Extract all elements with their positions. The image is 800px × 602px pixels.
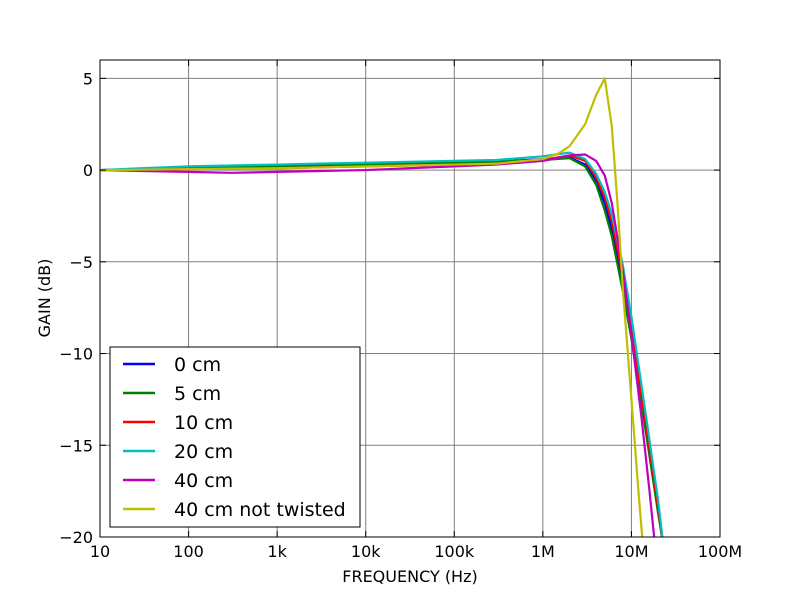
x-tick-label: 1M (531, 542, 555, 561)
y-tick-label: −20 (59, 528, 93, 547)
x-tick-label: 100k (434, 542, 475, 561)
axis-ticks: 10 100 1k 10k 100k 1M 10M 100M 5 0 −5 −10 −15 −20 (59, 60, 742, 561)
legend-label-3: 20 cm (174, 441, 233, 463)
x-tick-label: 1k (267, 542, 287, 561)
x-tick-label: 10 (90, 542, 110, 561)
legend-box (109, 346, 361, 528)
x-axis-label: FREQUENCY (Hz) (342, 567, 477, 586)
x-tick-label: 10M (614, 542, 648, 561)
series-line-3 (100, 151, 664, 537)
x-tick-label: 100M (698, 542, 742, 561)
y-tick-label: 0 (83, 161, 93, 180)
y-axis-label: GAIN (dB) (35, 259, 54, 338)
y-tick-label: −15 (59, 436, 93, 455)
y-tick-label: 5 (83, 69, 93, 88)
series-line-5 (100, 77, 644, 537)
plot-frame (99, 59, 721, 538)
legend-label-5: 40 cm not twisted (174, 499, 346, 521)
grid (100, 60, 720, 537)
legend-label-0: 0 cm (174, 354, 221, 376)
legend-label-1: 5 cm (174, 383, 221, 405)
x-tick-label: 100 (173, 542, 204, 561)
legend: 0 cm 5 cm 10 cm 20 cm 40 cm 40 cm not twisted (109, 346, 361, 528)
series-line-4 (100, 153, 656, 537)
y-tick-label: −10 (59, 345, 93, 364)
x-tick-label: 10k (351, 542, 381, 561)
y-tick-label: −5 (69, 253, 93, 272)
legend-label-2: 10 cm (174, 412, 233, 434)
series-lines (100, 77, 664, 537)
legend-label-4: 40 cm (174, 470, 233, 492)
